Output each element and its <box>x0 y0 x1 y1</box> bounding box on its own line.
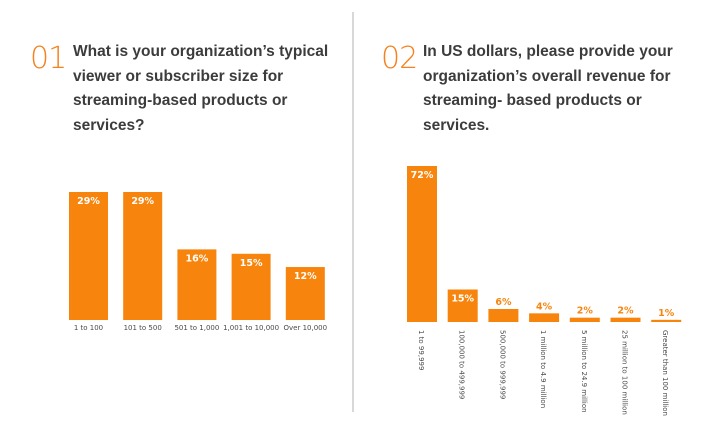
chart1-bar-1 <box>69 192 108 320</box>
chart2-value-label-5: 2% <box>577 306 594 317</box>
chart1-value-label-3: 16% <box>186 253 209 264</box>
chart1-category-label-4: 1,001 to 10,000 <box>223 324 279 332</box>
chart2-bar-5 <box>569 317 600 322</box>
chart1-value-label-4: 15% <box>240 258 263 269</box>
chart2-value-label-3: 6% <box>495 297 512 308</box>
chart2-category-label-3: 500,000 to 999,999 <box>498 330 506 399</box>
chart1-bar-3 <box>177 249 217 320</box>
chart1-category-label-5: Over 10,000 <box>284 324 328 332</box>
chart2-category-label-5: 5 million to 24.9 million <box>580 330 588 413</box>
question-text-2: In US dollars, please provide your organ… <box>423 43 673 134</box>
chart2-category-label-6: 25 million to 100 million <box>621 330 629 415</box>
chart1-value-label-5: 12% <box>294 271 317 282</box>
question-number-2: 02 <box>381 41 418 76</box>
chart2-value-label-7: 1% <box>658 308 675 319</box>
chart1-bar-4 <box>231 253 271 320</box>
chart2-bar-1 <box>407 166 437 322</box>
question-text-1: What is your organization’s typical view… <box>73 43 329 134</box>
question-number-1: 01 <box>30 41 67 76</box>
chart2-value-label-6: 2% <box>617 306 634 317</box>
chart2-category-label-1: 1 to 99,999 <box>417 330 425 370</box>
chart2-value-label-4: 4% <box>536 301 553 312</box>
chart2-bar-6 <box>610 317 641 322</box>
chart1-category-label-1: 1 to 100 <box>74 324 103 332</box>
chart1-value-label-1: 29% <box>77 196 100 207</box>
chart1-bar-5 <box>285 267 325 320</box>
chart1-value-label-2: 29% <box>131 196 154 207</box>
chart1-bar-2 <box>123 192 163 320</box>
chart2-value-label-1: 72% <box>411 170 434 181</box>
chart2-bar-7 <box>651 319 682 322</box>
chart1-category-label-2: 101 to 500 <box>124 324 162 332</box>
chart2-bar-4 <box>529 313 560 322</box>
chart1-category-label-3: 501 to 1,000 <box>174 324 219 332</box>
chart2-category-label-2: 100,000 to 499,999 <box>458 330 466 399</box>
chart2-bar-3 <box>488 309 519 322</box>
chart2-value-label-2: 15% <box>451 294 474 305</box>
chart2-bar-2 <box>447 289 478 322</box>
chart2-category-label-4: 1 million to 4.9 million <box>539 330 547 408</box>
chart2-category-label-7: Greater than 100 million <box>661 330 669 416</box>
panel-divider <box>352 12 354 412</box>
